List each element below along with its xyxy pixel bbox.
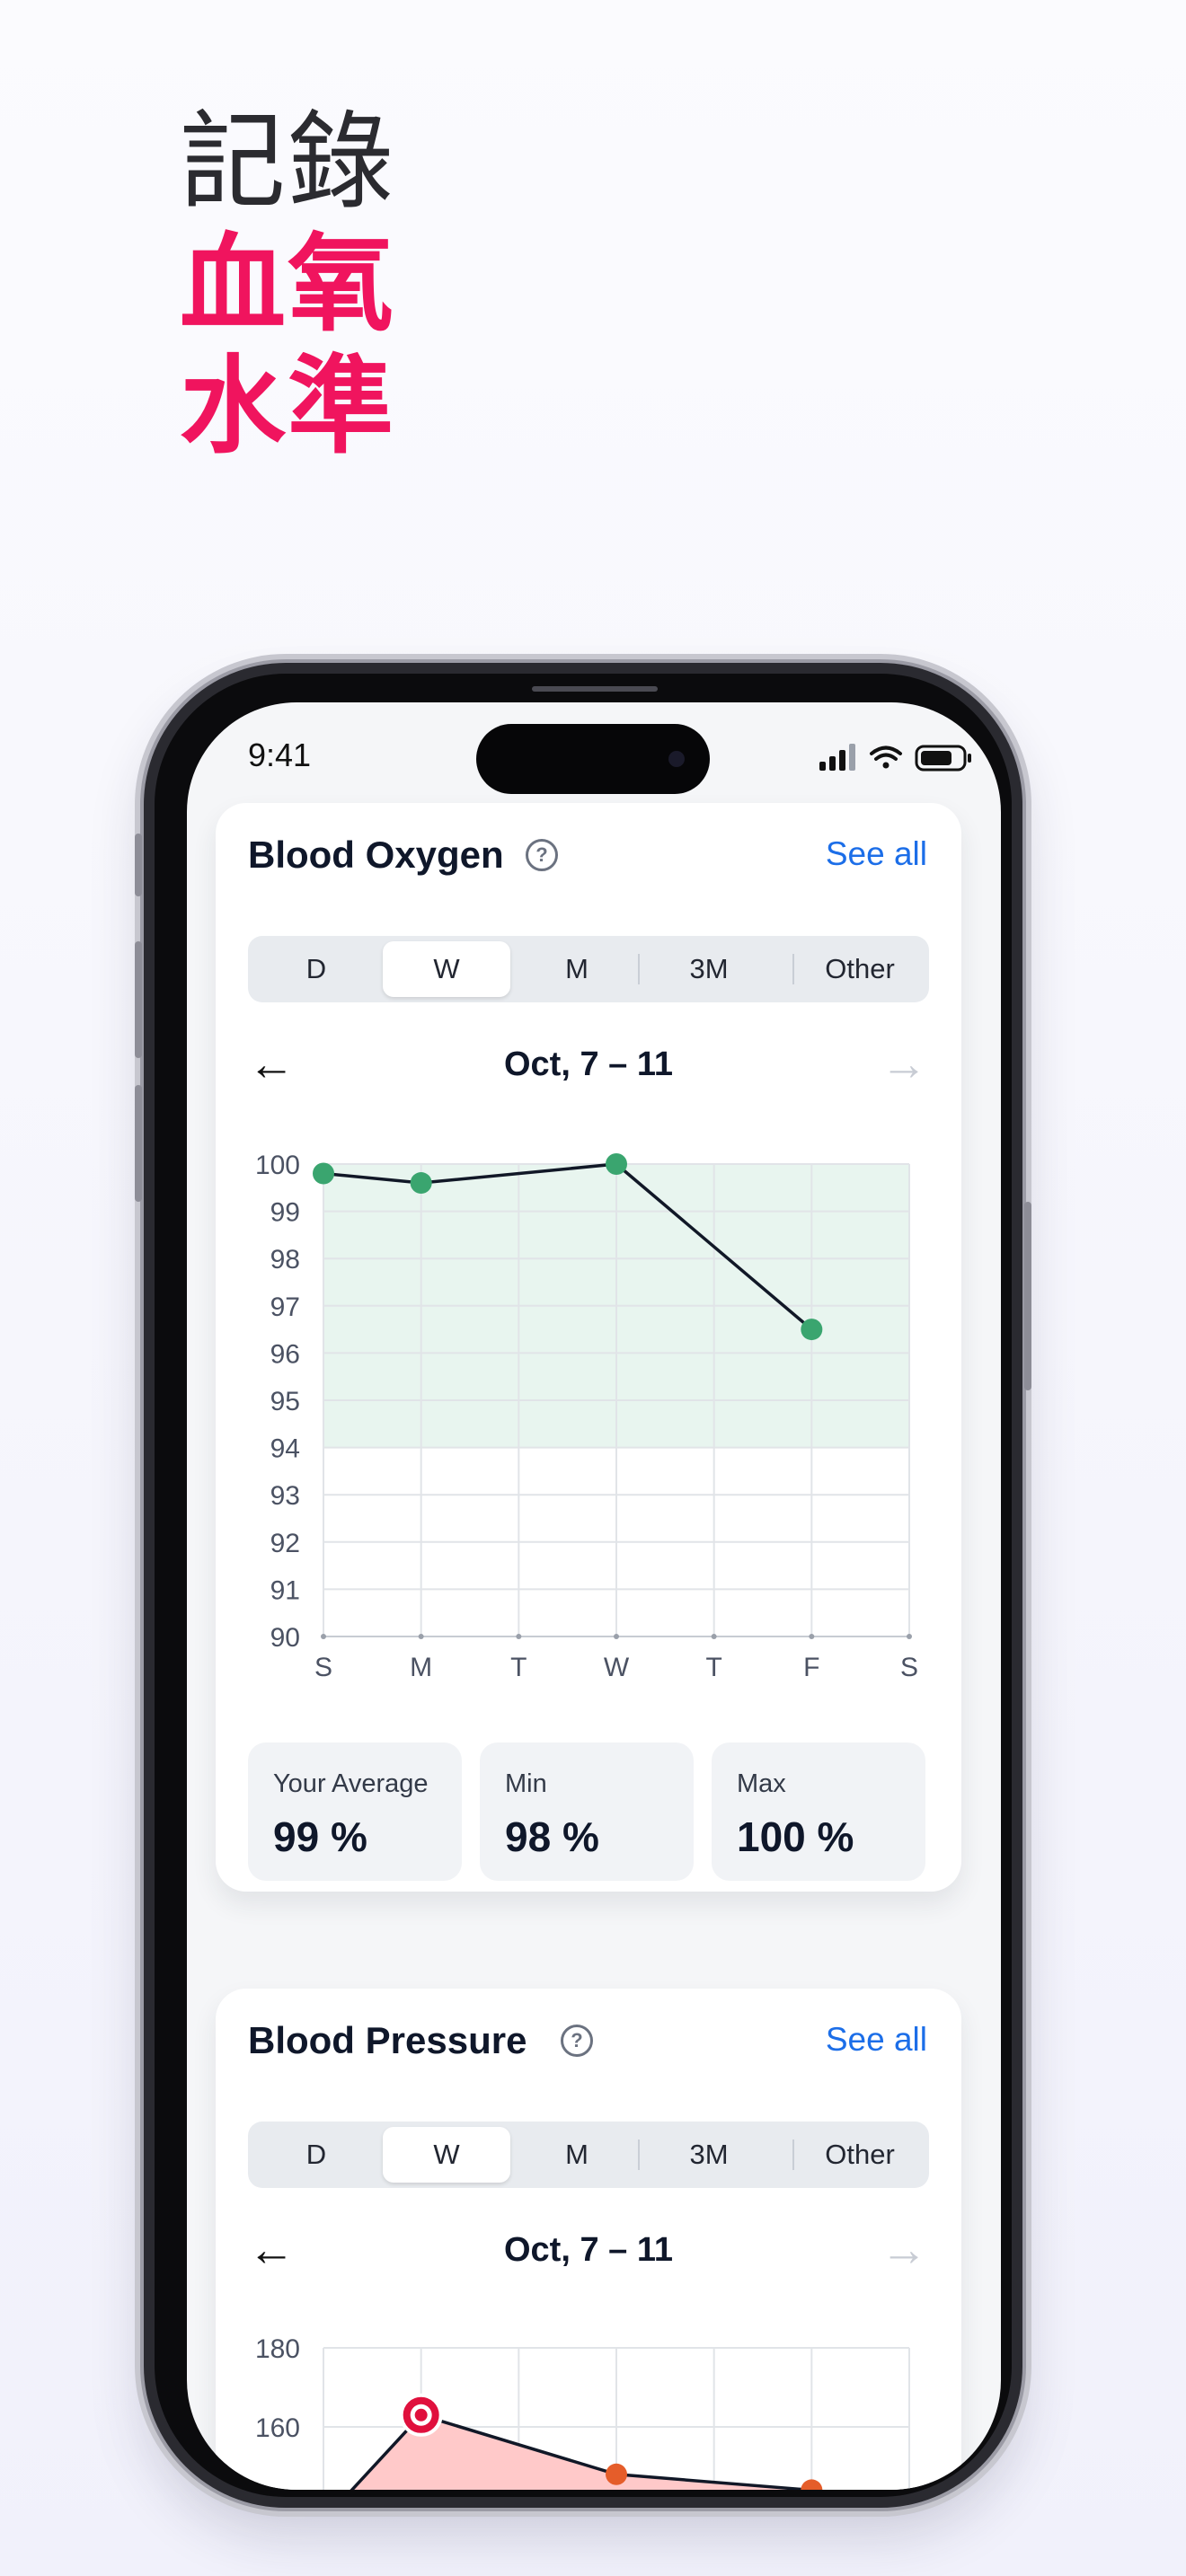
segment-month[interactable]: M: [565, 2139, 589, 2170]
y-tick-label: 91: [270, 1575, 300, 1605]
volume-down-button: [135, 1085, 142, 1202]
y-tick-label: 90: [270, 1623, 300, 1653]
segment-divider: [638, 2139, 640, 2170]
help-icon[interactable]: ?: [561, 2025, 593, 2057]
stat-min: Min 98 %: [480, 1742, 694, 1881]
selected-data-point-core: [414, 2408, 428, 2422]
x-tick-mark: [809, 1634, 815, 1639]
data-point: [606, 1153, 627, 1175]
x-tick-label: F: [803, 1653, 819, 1682]
date-range: Oct, 7 – 11: [503, 1045, 673, 1083]
x-tick-mark: [907, 1634, 912, 1639]
x-tick-label: S: [314, 1653, 332, 1682]
phone-bezel: 9:41: [155, 674, 1012, 2497]
power-button: [1024, 1202, 1031, 1390]
headline-line-3: 水準: [180, 344, 396, 468]
x-tick-mark: [711, 1634, 717, 1639]
stat-label: Max: [737, 1769, 786, 1798]
volume-up-button: [135, 941, 142, 1058]
headline-line-2: 血氧: [180, 222, 396, 346]
y-tick-label: 97: [270, 1292, 300, 1322]
segment-3-months[interactable]: 3M: [689, 953, 729, 984]
y-tick-label: 99: [270, 1198, 300, 1228]
front-camera: [668, 751, 685, 767]
series-line: [323, 1162, 813, 1331]
stat-max: Max 100 %: [712, 1742, 925, 1881]
y-tick-label: 160: [255, 2413, 300, 2443]
y-tick-label: 93: [270, 1481, 300, 1511]
segment-month[interactable]: M: [565, 953, 589, 984]
period-segmented-control: D W M 3M Other: [248, 2122, 929, 2188]
series-line: [350, 2413, 812, 2490]
stat-label: Min: [505, 1769, 547, 1798]
segment-day[interactable]: D: [305, 953, 327, 984]
signal-icon: [819, 744, 855, 771]
x-tick-mark: [321, 1634, 326, 1639]
data-point: [801, 1319, 823, 1341]
segment-other[interactable]: Other: [825, 953, 895, 984]
series-area: [351, 2414, 808, 2490]
battery-icon: [915, 745, 971, 772]
blood-pressure-card: Blood Pressure ? See all D W M 3M Other …: [216, 1989, 961, 2490]
segment-other[interactable]: Other: [825, 2139, 895, 2170]
headline: 記錄 血氧 水準: [180, 101, 395, 467]
phone-screen: 9:41: [187, 702, 1001, 2490]
wifi-icon: [870, 745, 902, 769]
y-tick-label: 180: [255, 2334, 300, 2364]
arrow-left-icon[interactable]: ←: [248, 1038, 295, 1090]
data-point: [606, 2463, 627, 2485]
help-icon[interactable]: ?: [526, 839, 558, 871]
arrow-right-icon[interactable]: →: [881, 2224, 927, 2276]
data-point: [410, 1172, 432, 1195]
y-tick-label: 98: [270, 1245, 300, 1275]
segment-divider: [792, 954, 794, 984]
phone-frame: 9:41: [135, 663, 1031, 2508]
arrow-right-icon[interactable]: →: [881, 1038, 927, 1090]
y-tick-label: 95: [270, 1387, 300, 1416]
data-point: [801, 2479, 823, 2490]
stat-label: Your Average: [273, 1769, 429, 1798]
card-title: Blood Oxygen: [248, 834, 504, 876]
x-tick-label: W: [604, 1653, 630, 1682]
see-all-link[interactable]: See all: [825, 2021, 927, 2058]
blood-oxygen-chart: 100 99 98 97 96 95 94 93 92 91 90 S M T W T F S: [255, 1151, 918, 1682]
blood-oxygen-card: Blood Oxygen ? See all D W M 3M Other ← …: [216, 803, 961, 1892]
y-tick-label: 92: [270, 1529, 300, 1558]
mute-switch: [135, 834, 142, 896]
status-time: 9:41: [248, 737, 312, 773]
x-tick-label: T: [510, 1653, 527, 1682]
y-tick-label: 100: [255, 1151, 300, 1180]
stat-value: 100 %: [737, 1813, 854, 1860]
blood-pressure-chart: 180 160: [255, 2334, 910, 2490]
card-title: Blood Pressure: [248, 2019, 527, 2061]
period-segmented-control: D W M 3M Other: [248, 936, 929, 1002]
x-tick-mark: [516, 1634, 522, 1639]
segment-week[interactable]: W: [383, 941, 510, 997]
segment-week[interactable]: W: [383, 2127, 510, 2183]
segment-divider: [792, 2139, 794, 2170]
stat-average: Your Average 99 %: [248, 1742, 462, 1881]
y-tick-label: 94: [270, 1434, 300, 1464]
speaker-grille: [532, 686, 658, 692]
stat-value: 98 %: [505, 1813, 599, 1860]
date-range: Oct, 7 – 11: [503, 2231, 673, 2269]
y-tick-label: 96: [270, 1339, 300, 1369]
x-tick-mark: [614, 1634, 619, 1639]
stat-value: 99 %: [273, 1813, 367, 1860]
x-tick-label: T: [706, 1653, 722, 1682]
arrow-left-icon[interactable]: ←: [248, 2224, 295, 2276]
see-all-link[interactable]: See all: [825, 835, 927, 872]
segment-3-months[interactable]: 3M: [689, 2139, 729, 2170]
status-icons: [819, 742, 974, 777]
headline-line-1: 記錄: [180, 100, 396, 224]
x-tick-mark: [418, 1634, 424, 1639]
segment-day[interactable]: D: [305, 2139, 327, 2170]
x-tick-label: S: [900, 1653, 918, 1682]
segment-divider: [638, 954, 640, 984]
x-tick-label: M: [410, 1653, 432, 1682]
data-point: [313, 1162, 334, 1185]
